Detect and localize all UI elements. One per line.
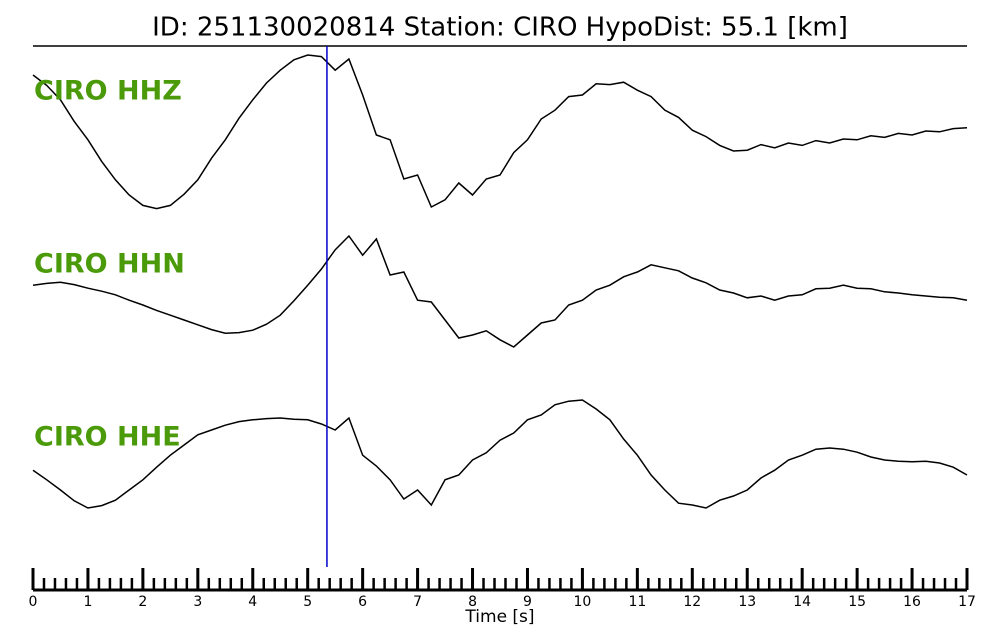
x-tick-label: 9 [523, 594, 532, 610]
x-tick-label: 1 [83, 594, 92, 610]
trace-label: CIRO HHN [34, 249, 185, 280]
x-tick-label: 5 [303, 594, 312, 610]
x-tick-label: 15 [848, 594, 866, 610]
x-tick-label: 3 [193, 594, 202, 610]
x-tick-label: 13 [738, 594, 756, 610]
trace-label: CIRO HHZ [34, 76, 182, 107]
x-tick-label: 8 [468, 594, 477, 610]
x-tick-label: 16 [903, 594, 921, 610]
chart-title: ID: 251130020814 Station: CIRO HypoDist:… [152, 13, 848, 43]
x-tick-label: 12 [683, 594, 701, 610]
trace-label: CIRO HHE [34, 422, 181, 453]
x-tick-label: 4 [248, 594, 257, 610]
x-tick-label: 11 [628, 594, 646, 610]
trace [32, 54, 968, 210]
x-tick-label: 17 [958, 594, 976, 610]
x-tick-label: 2 [138, 594, 147, 610]
trace [32, 234, 968, 348]
x-tick-label: 10 [573, 594, 591, 610]
x-tick-label: 6 [358, 594, 367, 610]
x-tick-label: 14 [793, 594, 811, 610]
x-axis-label: Time [s] [464, 607, 534, 627]
x-tick-label: 7 [413, 594, 422, 610]
x-tick-label: 0 [29, 594, 38, 610]
trace [32, 399, 968, 509]
